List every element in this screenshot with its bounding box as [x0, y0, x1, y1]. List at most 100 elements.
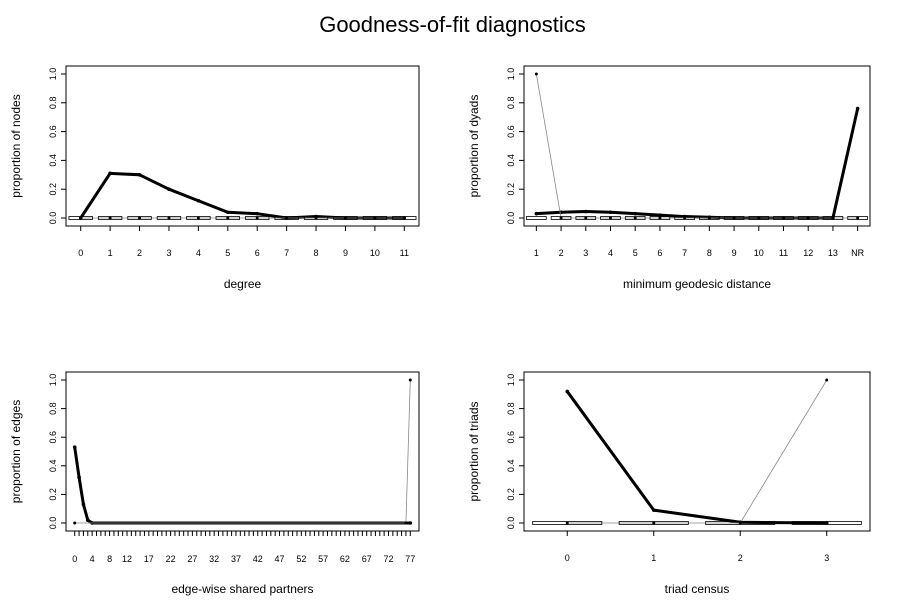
panel-1-box — [245, 216, 270, 220]
panel-2-series-2-point — [683, 216, 687, 220]
panel-1-xtick-label: 4 — [196, 248, 201, 258]
panel-3-xtick-label: 77 — [405, 554, 415, 564]
panel-1-xtick-label: 2 — [137, 248, 142, 258]
panel-3-xtick-label: 32 — [209, 554, 219, 564]
panel-1-xtick-label: 8 — [314, 248, 319, 258]
panel-3-ytick-label: 0.2 — [48, 488, 58, 501]
panel-1-xtick-label: 11 — [400, 248, 409, 258]
panel-1-xtick-label: 9 — [343, 248, 348, 258]
panel-2-box — [847, 216, 868, 220]
panel-4-box — [532, 521, 603, 525]
panel-3-series-1-point — [72, 445, 77, 450]
panel-3-xtick-label: 22 — [166, 554, 176, 564]
panel-3-series-1-point — [77, 475, 81, 480]
panel-2-box — [649, 216, 671, 220]
panel-1-series-2-point — [196, 216, 200, 220]
panel-2-xtick-label: 12 — [803, 248, 813, 258]
panel-1-xtick-label: 3 — [166, 248, 171, 258]
panel-2-ytick-label: 0.6 — [506, 125, 516, 138]
panel-3-xtick-label: 0 — [72, 554, 77, 564]
panel-2-ytick-label: 0.2 — [506, 183, 516, 196]
panel-3-xtick-label: 4 — [90, 554, 95, 564]
panel-2-ytick-label: 0.4 — [506, 154, 516, 167]
panel-1-box — [303, 216, 329, 220]
panel-3-series-2-point — [73, 521, 77, 525]
panel-4-ytick-label: 0.2 — [506, 488, 516, 501]
panel-3-xtick-label: 27 — [187, 554, 197, 564]
panel-2-xtick-label: 9 — [732, 248, 737, 258]
panel-2-box — [773, 216, 794, 220]
panel-2-series-1-line — [536, 108, 860, 220]
panel-2-series-2-point — [782, 216, 785, 220]
panel-3-xtick-label: 62 — [340, 554, 350, 564]
panel-1-series-2-point — [343, 216, 347, 220]
panel-1-box — [274, 216, 299, 220]
panel-3-xtick-label: 12 — [122, 554, 132, 564]
panel-1-series-2-point — [373, 216, 377, 220]
panel-2-box — [723, 216, 745, 220]
panel-3-series-1-point — [81, 502, 86, 507]
panel-3-series-2-line — [74, 379, 411, 524]
panel-3-series-2-point — [404, 521, 408, 525]
panel-1-ytick-label: 0.0 — [48, 212, 58, 225]
panel-4-series-1-point — [824, 521, 829, 525]
panel-4-series-1-point — [565, 389, 570, 394]
panel-1-ytick-label: 1.0 — [48, 68, 58, 81]
panel-2-box — [575, 216, 597, 220]
panel-2-series-1-point — [658, 213, 662, 217]
panel-1-series-2-point — [138, 216, 142, 220]
panel-1-series-1-point — [225, 210, 230, 215]
panel-3-xtick-label: 52 — [296, 554, 306, 564]
panel-2-series-1-point — [583, 209, 588, 214]
panel-2-series-2-point — [831, 216, 835, 220]
panel-1-series-1-point — [255, 211, 260, 216]
panel-1-series-1-point — [167, 187, 171, 191]
panel-3-series-2-point — [408, 378, 412, 382]
panel-4-ytick-label: 0.0 — [506, 517, 516, 530]
panel-2-frame — [523, 65, 871, 227]
panel-2-series-2-point — [806, 216, 810, 220]
panel-4-box — [705, 521, 776, 525]
panel-4-series-2-point — [565, 521, 569, 525]
panel-2-series-2-point — [707, 216, 711, 220]
panel-1-ytick-label: 0.8 — [48, 97, 58, 110]
panel-3-series-1-point — [85, 518, 90, 522]
panel-2-box — [526, 216, 547, 220]
chart-title: Goodness-of-fit diagnostics — [319, 12, 586, 37]
panel-4-ytick-label: 0.4 — [506, 460, 516, 473]
panel-2-xtick-label: 2 — [559, 248, 564, 258]
panel-2-xtick-label: 6 — [657, 248, 662, 258]
panel-2-box — [674, 216, 695, 220]
panel-2-ytick-label: 1.0 — [506, 68, 516, 81]
panel-1-series-2-point — [79, 216, 83, 220]
panel-2-xtick-label: NR — [851, 248, 864, 258]
panel-4-series-2-point — [738, 521, 742, 525]
panel-2-box — [748, 216, 770, 220]
panel-2-series-1-point — [855, 106, 860, 111]
panel-4-series-2-point — [825, 378, 829, 382]
panel-2-y-axis-label: proportion of dyads — [467, 95, 481, 198]
panel-2-series-2-point — [559, 216, 563, 220]
panel-2-xtick-label: 13 — [828, 248, 838, 258]
panel-2-series-2-point — [609, 216, 612, 220]
panel-2-series-1-point — [608, 210, 613, 215]
panel-4-x-axis-label: triad census — [665, 582, 730, 596]
panel-3-series-1-point — [408, 521, 413, 525]
panel-3-ytick-label: 0.4 — [48, 460, 58, 473]
panel-2-ytick-label: 0.8 — [506, 97, 516, 110]
panel-1-box — [97, 216, 123, 220]
panel-2-box — [699, 216, 720, 220]
panel-3-frame — [65, 371, 420, 532]
panel-1-ytick-label: 0.2 — [48, 183, 58, 196]
panel-1-box — [127, 216, 152, 220]
panel-1-y-axis-label: proportion of nodes — [9, 94, 23, 197]
panel-3-xtick-label: 67 — [362, 554, 372, 564]
panel-2-box — [624, 216, 646, 220]
panel-1-box — [68, 216, 93, 220]
panel-4-frame — [523, 371, 871, 532]
panel-2-xtick-label: 11 — [779, 248, 788, 258]
panel-2-series-2-point — [534, 72, 538, 76]
panel-4-series-2-point — [652, 521, 656, 525]
panel-2-ytick-label: 0.0 — [506, 212, 516, 225]
panel-3-ytick-label: 0.0 — [48, 517, 58, 530]
